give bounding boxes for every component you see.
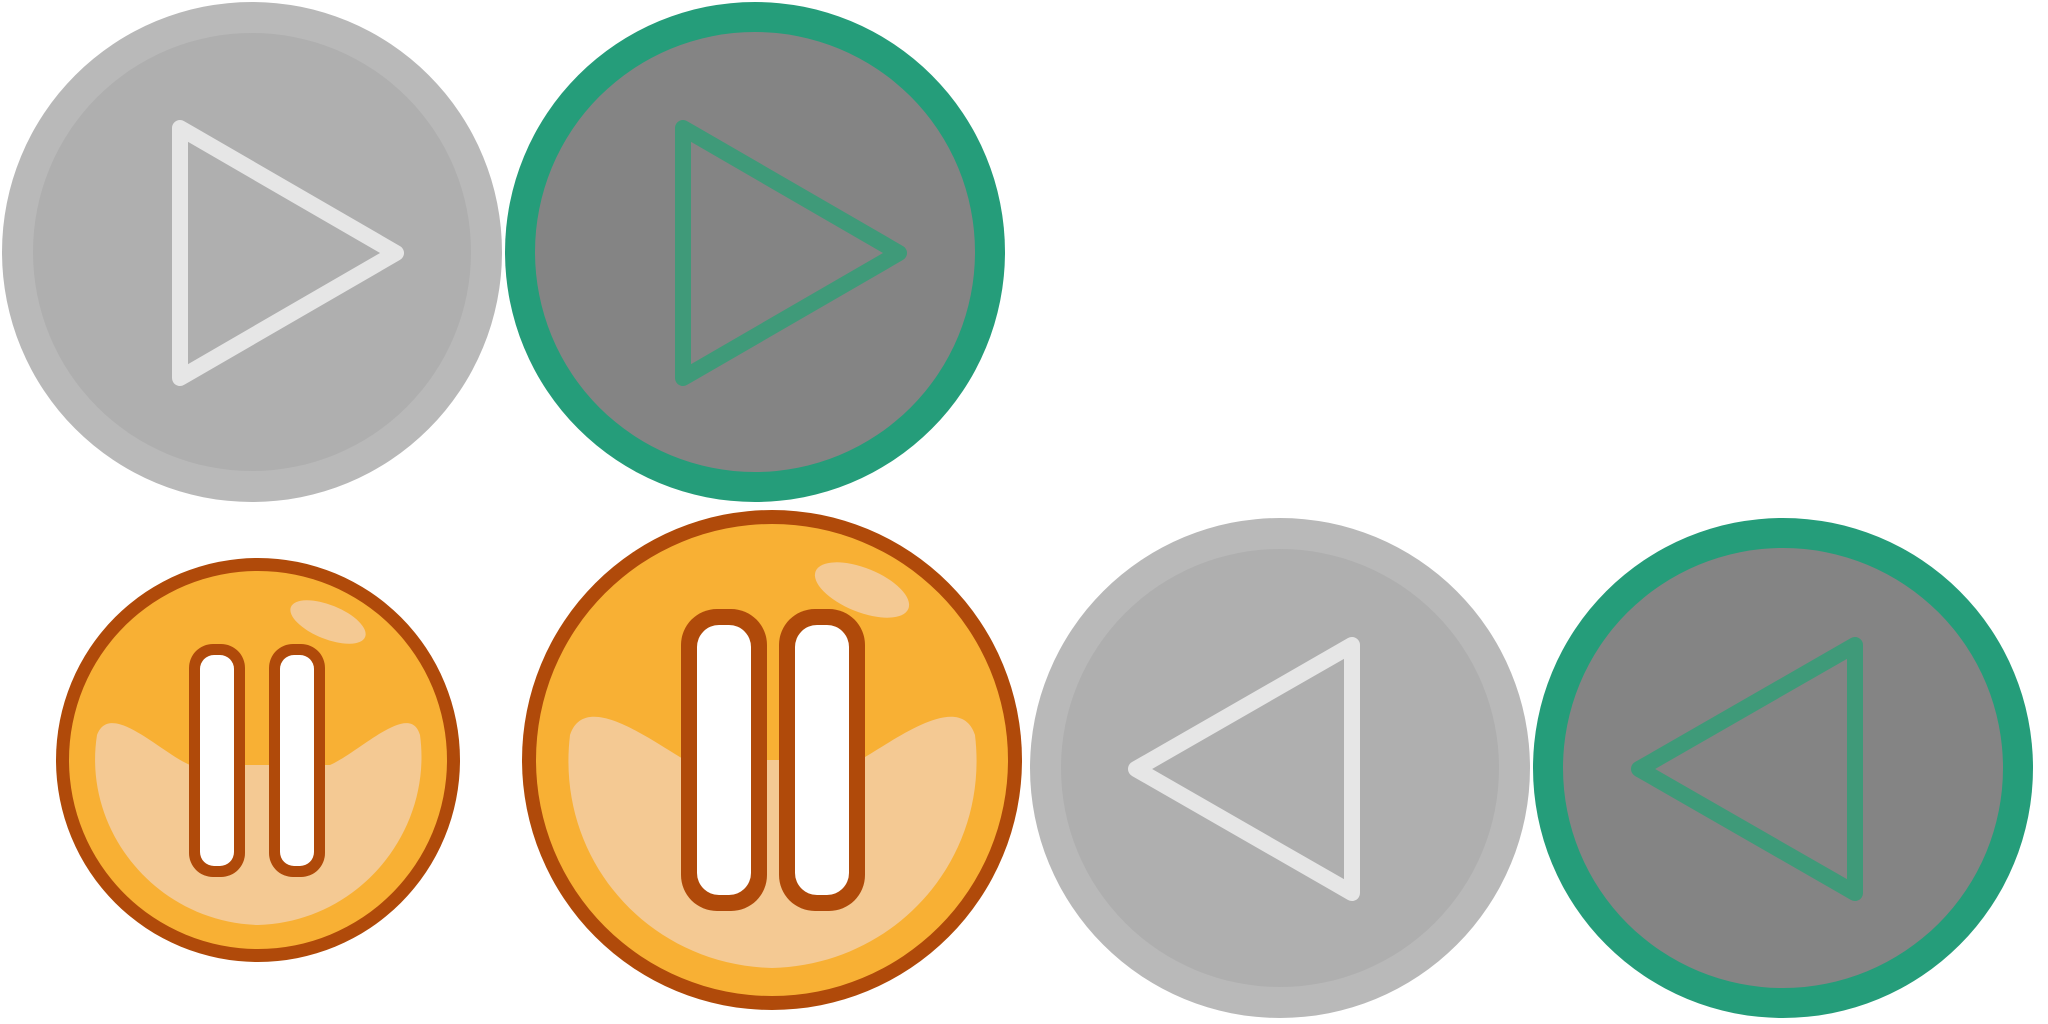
face-highlight [95, 723, 422, 925]
play-icon [675, 120, 907, 386]
play-button-gray[interactable] [2, 2, 502, 502]
button-face [1061, 549, 1499, 987]
reverse-play-icon [1631, 637, 1863, 901]
pause-icon-right-bar-inner [280, 655, 314, 866]
pause-icon-right-bar-inner [795, 625, 849, 895]
reverse-play-button-gray[interactable] [1030, 518, 1530, 1018]
play-button-green[interactable] [505, 2, 1005, 502]
button-face [535, 32, 975, 472]
pause-icon-left-bar-inner [200, 655, 234, 866]
face-highlight [568, 716, 977, 968]
play-icon [172, 120, 404, 386]
pause-button-small[interactable] [56, 558, 460, 962]
button-face [33, 33, 471, 471]
pause-icon-left-bar-inner [697, 625, 751, 895]
reverse-play-button-green[interactable] [1533, 518, 2033, 1018]
gloss-highlight [814, 562, 910, 618]
pause-button-large[interactable] [522, 510, 1022, 1010]
button-face [1563, 548, 2003, 988]
reverse-play-icon [1128, 637, 1360, 901]
gloss-highlight [290, 600, 366, 644]
